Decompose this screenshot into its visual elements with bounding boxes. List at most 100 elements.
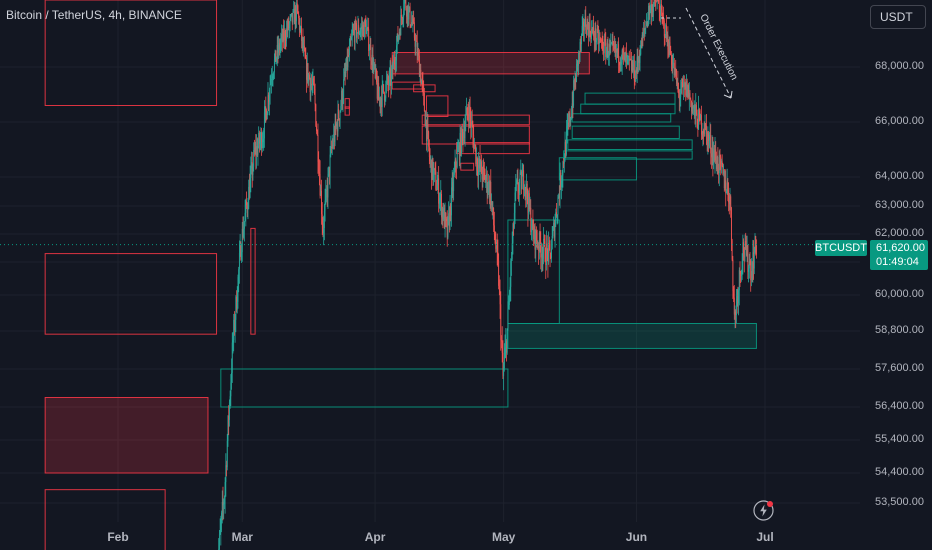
candle-body xyxy=(688,85,690,98)
candle-body xyxy=(477,170,479,176)
candle-body xyxy=(371,60,372,65)
demand-zone[interactable] xyxy=(220,368,509,408)
supply-zone[interactable] xyxy=(250,227,256,335)
candle-body xyxy=(543,238,545,252)
candle-body xyxy=(493,225,495,235)
candle-body xyxy=(747,245,749,272)
candle-body xyxy=(696,113,698,128)
candle-body xyxy=(597,29,599,32)
demand-zone[interactable] xyxy=(571,125,680,139)
candle-body xyxy=(500,304,502,341)
candle-body xyxy=(701,134,703,136)
candle-body xyxy=(348,45,350,56)
candle-body xyxy=(473,144,475,149)
candle-body xyxy=(220,523,222,531)
candle-body xyxy=(261,142,263,149)
currency-button[interactable]: USDT xyxy=(870,5,926,29)
supply-zone[interactable] xyxy=(44,0,218,106)
supply-zone[interactable] xyxy=(44,397,209,474)
supply-zone[interactable] xyxy=(421,114,530,126)
candle-body xyxy=(506,328,508,353)
candle-body xyxy=(396,33,398,46)
candle-body xyxy=(565,142,567,155)
price-tick-label: 62,000.00 xyxy=(875,227,924,239)
candle-body xyxy=(351,37,352,40)
candle-body xyxy=(406,5,408,17)
demand-zone[interactable] xyxy=(567,139,693,150)
demand-zone[interactable] xyxy=(563,150,693,160)
candle-body xyxy=(579,42,581,54)
candle-body xyxy=(334,121,336,142)
candle-body xyxy=(552,228,554,236)
candle-body xyxy=(338,109,340,119)
candle-body xyxy=(408,6,410,10)
candle-body xyxy=(233,319,235,341)
supply-zone[interactable] xyxy=(421,125,530,145)
candle-body xyxy=(658,0,660,4)
candle-body xyxy=(279,44,281,50)
candle-body xyxy=(418,52,420,56)
supply-zone[interactable] xyxy=(455,142,530,155)
supply-zone[interactable] xyxy=(460,162,475,171)
demand-zone[interactable] xyxy=(584,92,676,105)
candle-body xyxy=(613,45,615,49)
supply-zone[interactable] xyxy=(344,98,350,109)
candle-body xyxy=(326,189,328,198)
candle-body xyxy=(286,28,287,41)
candle-body xyxy=(631,59,632,72)
candle-body xyxy=(705,125,707,132)
candle-body xyxy=(368,28,370,51)
candle-body xyxy=(501,341,503,353)
candle-body xyxy=(476,157,478,171)
supply-zone[interactable] xyxy=(344,106,350,116)
candle-body xyxy=(731,240,733,260)
candle-body xyxy=(637,56,639,63)
candle-body xyxy=(608,44,610,56)
candle-body xyxy=(331,146,332,148)
demand-zone[interactable] xyxy=(580,103,676,115)
order-execution-arrow[interactable] xyxy=(685,7,732,99)
candle-body xyxy=(510,260,512,287)
candle-body xyxy=(560,172,562,188)
supply-zone[interactable] xyxy=(391,51,590,75)
candle-body xyxy=(296,3,298,6)
candle-body xyxy=(300,26,302,28)
candle-body xyxy=(748,261,750,269)
candle-body xyxy=(308,74,310,82)
demand-zone[interactable] xyxy=(571,113,672,123)
candle-body xyxy=(737,295,739,304)
candle-body xyxy=(321,190,322,215)
candle-body xyxy=(380,97,382,105)
candle-body xyxy=(463,131,465,138)
supply-zone[interactable] xyxy=(44,489,166,550)
supply-zone[interactable] xyxy=(426,95,449,117)
candle-body xyxy=(586,29,587,36)
chart-title: Bitcoin / TetherUS, 4h, BINANCE xyxy=(6,8,182,22)
candle-body xyxy=(516,180,517,184)
demand-zone[interactable] xyxy=(558,157,637,181)
candle-body xyxy=(722,166,724,174)
supply-zone[interactable] xyxy=(391,81,423,90)
last-price-value: 61,620.00 xyxy=(876,242,925,254)
candle-body xyxy=(558,196,560,199)
candle-body xyxy=(542,251,544,259)
candle-body xyxy=(692,105,694,109)
candle-body xyxy=(498,260,500,286)
candle-body xyxy=(650,4,652,9)
lightning-icon[interactable] xyxy=(753,500,774,521)
candle-body xyxy=(338,118,340,121)
demand-zone[interactable] xyxy=(507,323,757,349)
candle-body xyxy=(742,242,744,262)
candle-body xyxy=(239,244,241,254)
candle-body xyxy=(385,83,387,99)
candle-body xyxy=(475,145,477,164)
candle-body xyxy=(501,340,502,342)
candle-body xyxy=(619,62,621,66)
candle-body xyxy=(288,23,290,29)
candle-body xyxy=(311,84,313,86)
candle-body xyxy=(418,55,420,77)
candle-body xyxy=(685,80,687,96)
candle-body xyxy=(488,181,490,191)
supply-zone[interactable] xyxy=(44,253,218,335)
